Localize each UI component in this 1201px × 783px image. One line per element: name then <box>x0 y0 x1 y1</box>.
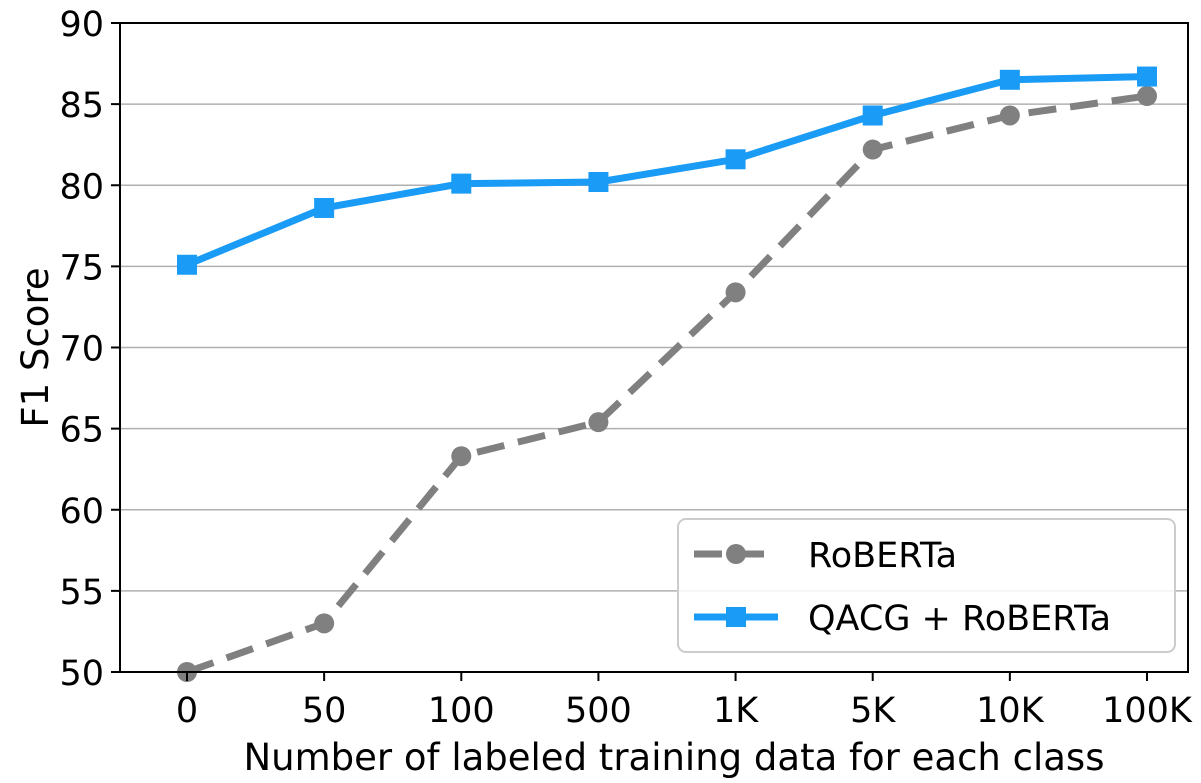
data-point <box>1137 66 1157 87</box>
x-axis-label: Number of labeled training data for each… <box>244 736 1105 779</box>
data-point <box>588 412 609 433</box>
legend-entry: QACG + RoBERTa <box>694 599 1111 639</box>
x-tick-label: 50 <box>302 691 347 731</box>
y-tick-label: 55 <box>59 573 104 613</box>
y-axis-ticks: 50 55 60 65 70 75 80 85 90 <box>59 5 120 694</box>
x-tick-label: 0 <box>176 691 198 731</box>
data-point <box>1137 86 1157 107</box>
y-tick-label: 70 <box>59 330 104 370</box>
data-point <box>451 446 472 467</box>
x-tick-label: 10K <box>976 691 1045 731</box>
legend-entry: RoBERTa <box>694 536 957 576</box>
legend-label: QACG + RoBERTa <box>808 599 1111 639</box>
y-tick-label: 60 <box>59 492 104 532</box>
x-tick-label: 100 <box>428 691 495 731</box>
data-point <box>588 172 609 193</box>
series-line <box>185 92 1148 676</box>
data-point <box>999 69 1020 90</box>
y-tick-label: 85 <box>59 86 104 126</box>
legend-box <box>677 518 1176 653</box>
x-tick-label: 1K <box>713 691 759 731</box>
data-point <box>314 197 335 218</box>
data-point <box>862 139 883 160</box>
y-tick-label: 75 <box>59 248 104 288</box>
y-tick-label: 65 <box>59 411 104 451</box>
legend-label: RoBERTa <box>808 536 957 576</box>
legend: RoBERTa QACG + RoBERTa <box>677 518 1176 653</box>
data-point <box>314 613 335 634</box>
data-point <box>177 254 197 275</box>
data-point <box>999 105 1020 126</box>
gridlines <box>120 103 1188 592</box>
data-point <box>451 173 472 194</box>
data-point <box>725 282 746 303</box>
x-tick-label: 5K <box>850 691 896 731</box>
y-tick-label: 90 <box>59 5 104 45</box>
x-tick-label: 100K <box>1102 691 1193 731</box>
series-line <box>185 73 1148 268</box>
y-tick-label: 80 <box>59 167 104 207</box>
data-point <box>725 149 746 170</box>
y-axis-label: F1 Score <box>14 267 57 427</box>
series-layer <box>177 66 1157 682</box>
series-1 <box>177 66 1157 275</box>
data-point <box>862 105 883 126</box>
y-tick-label: 50 <box>59 654 104 694</box>
x-tick-label: 500 <box>565 691 632 731</box>
legend-marker <box>726 544 746 564</box>
series-0 <box>177 86 1157 682</box>
legend-marker <box>726 607 746 627</box>
x-axis-ticks: 0 50 100 500 1K 5K 10K 100K <box>176 672 1193 731</box>
